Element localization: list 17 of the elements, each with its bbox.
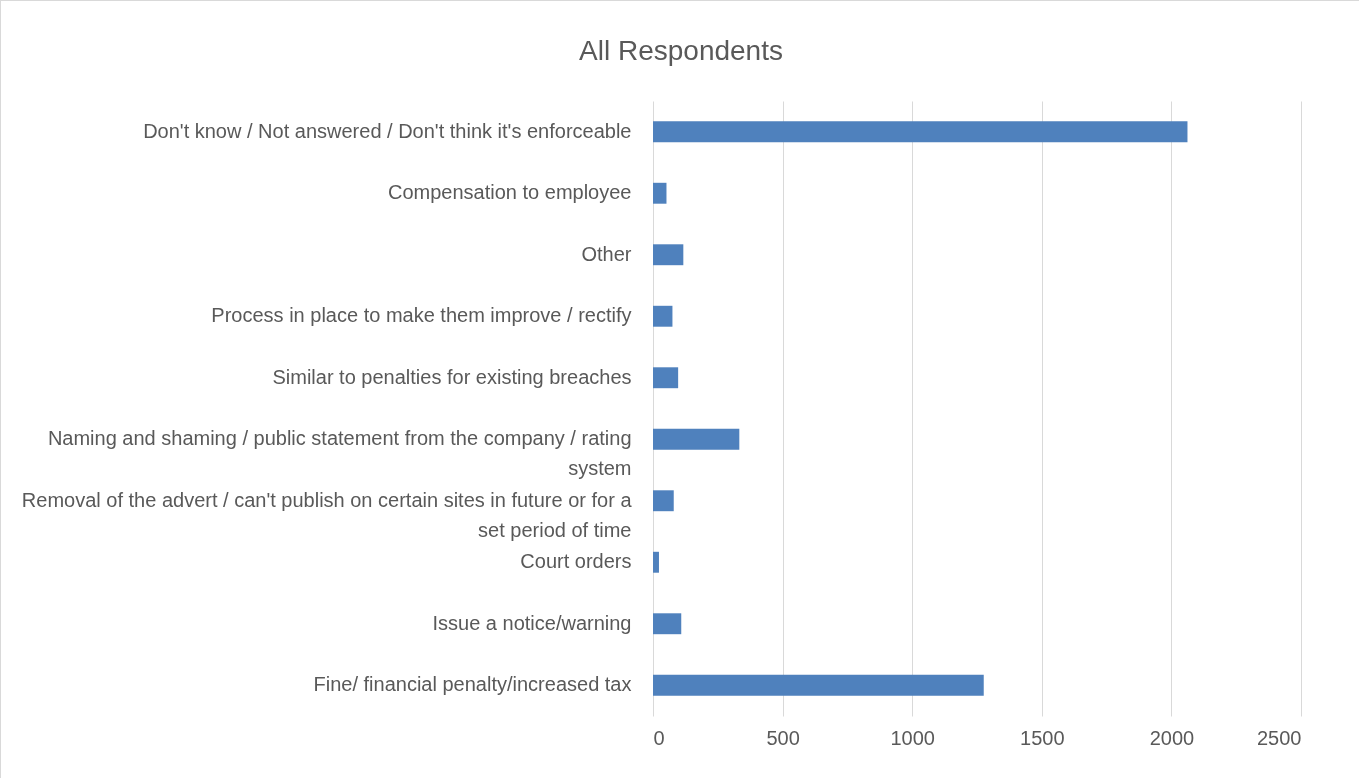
x-tick-label: 1500 bbox=[1020, 726, 1065, 749]
x-tick-label: 500 bbox=[766, 726, 800, 749]
x-tick-label: 0 bbox=[653, 726, 665, 749]
y-tick-label: Issue a notice/warning bbox=[432, 611, 632, 634]
y-tick-label: Other bbox=[581, 242, 632, 265]
y-tick-label: Court orders bbox=[520, 550, 632, 573]
chart-title: All Respondents bbox=[579, 35, 783, 66]
x-tick-label: 2000 bbox=[1149, 726, 1195, 749]
y-tick-label: Compensation to employee bbox=[388, 181, 632, 204]
x-tick-label: 2500 bbox=[1257, 726, 1302, 749]
y-tick-label: Removal of the advert / can't publish on certain sites in future or for a set period of time bbox=[21, 488, 633, 541]
y-tick-label: Fine/ financial penalty/increased tax bbox=[313, 673, 632, 696]
y-tick-label: Process in place to make them improve / rectify bbox=[211, 304, 632, 327]
x-tick-label: 1000 bbox=[890, 726, 935, 749]
y-tick-label: Similar to penalties for existing breaches bbox=[272, 365, 632, 388]
y-tick-label: Don't know / Not answered / Don't think it's enforceable bbox=[143, 119, 632, 142]
y-tick-label: Naming and shaming / public statement from the company / rating system bbox=[47, 427, 632, 480]
